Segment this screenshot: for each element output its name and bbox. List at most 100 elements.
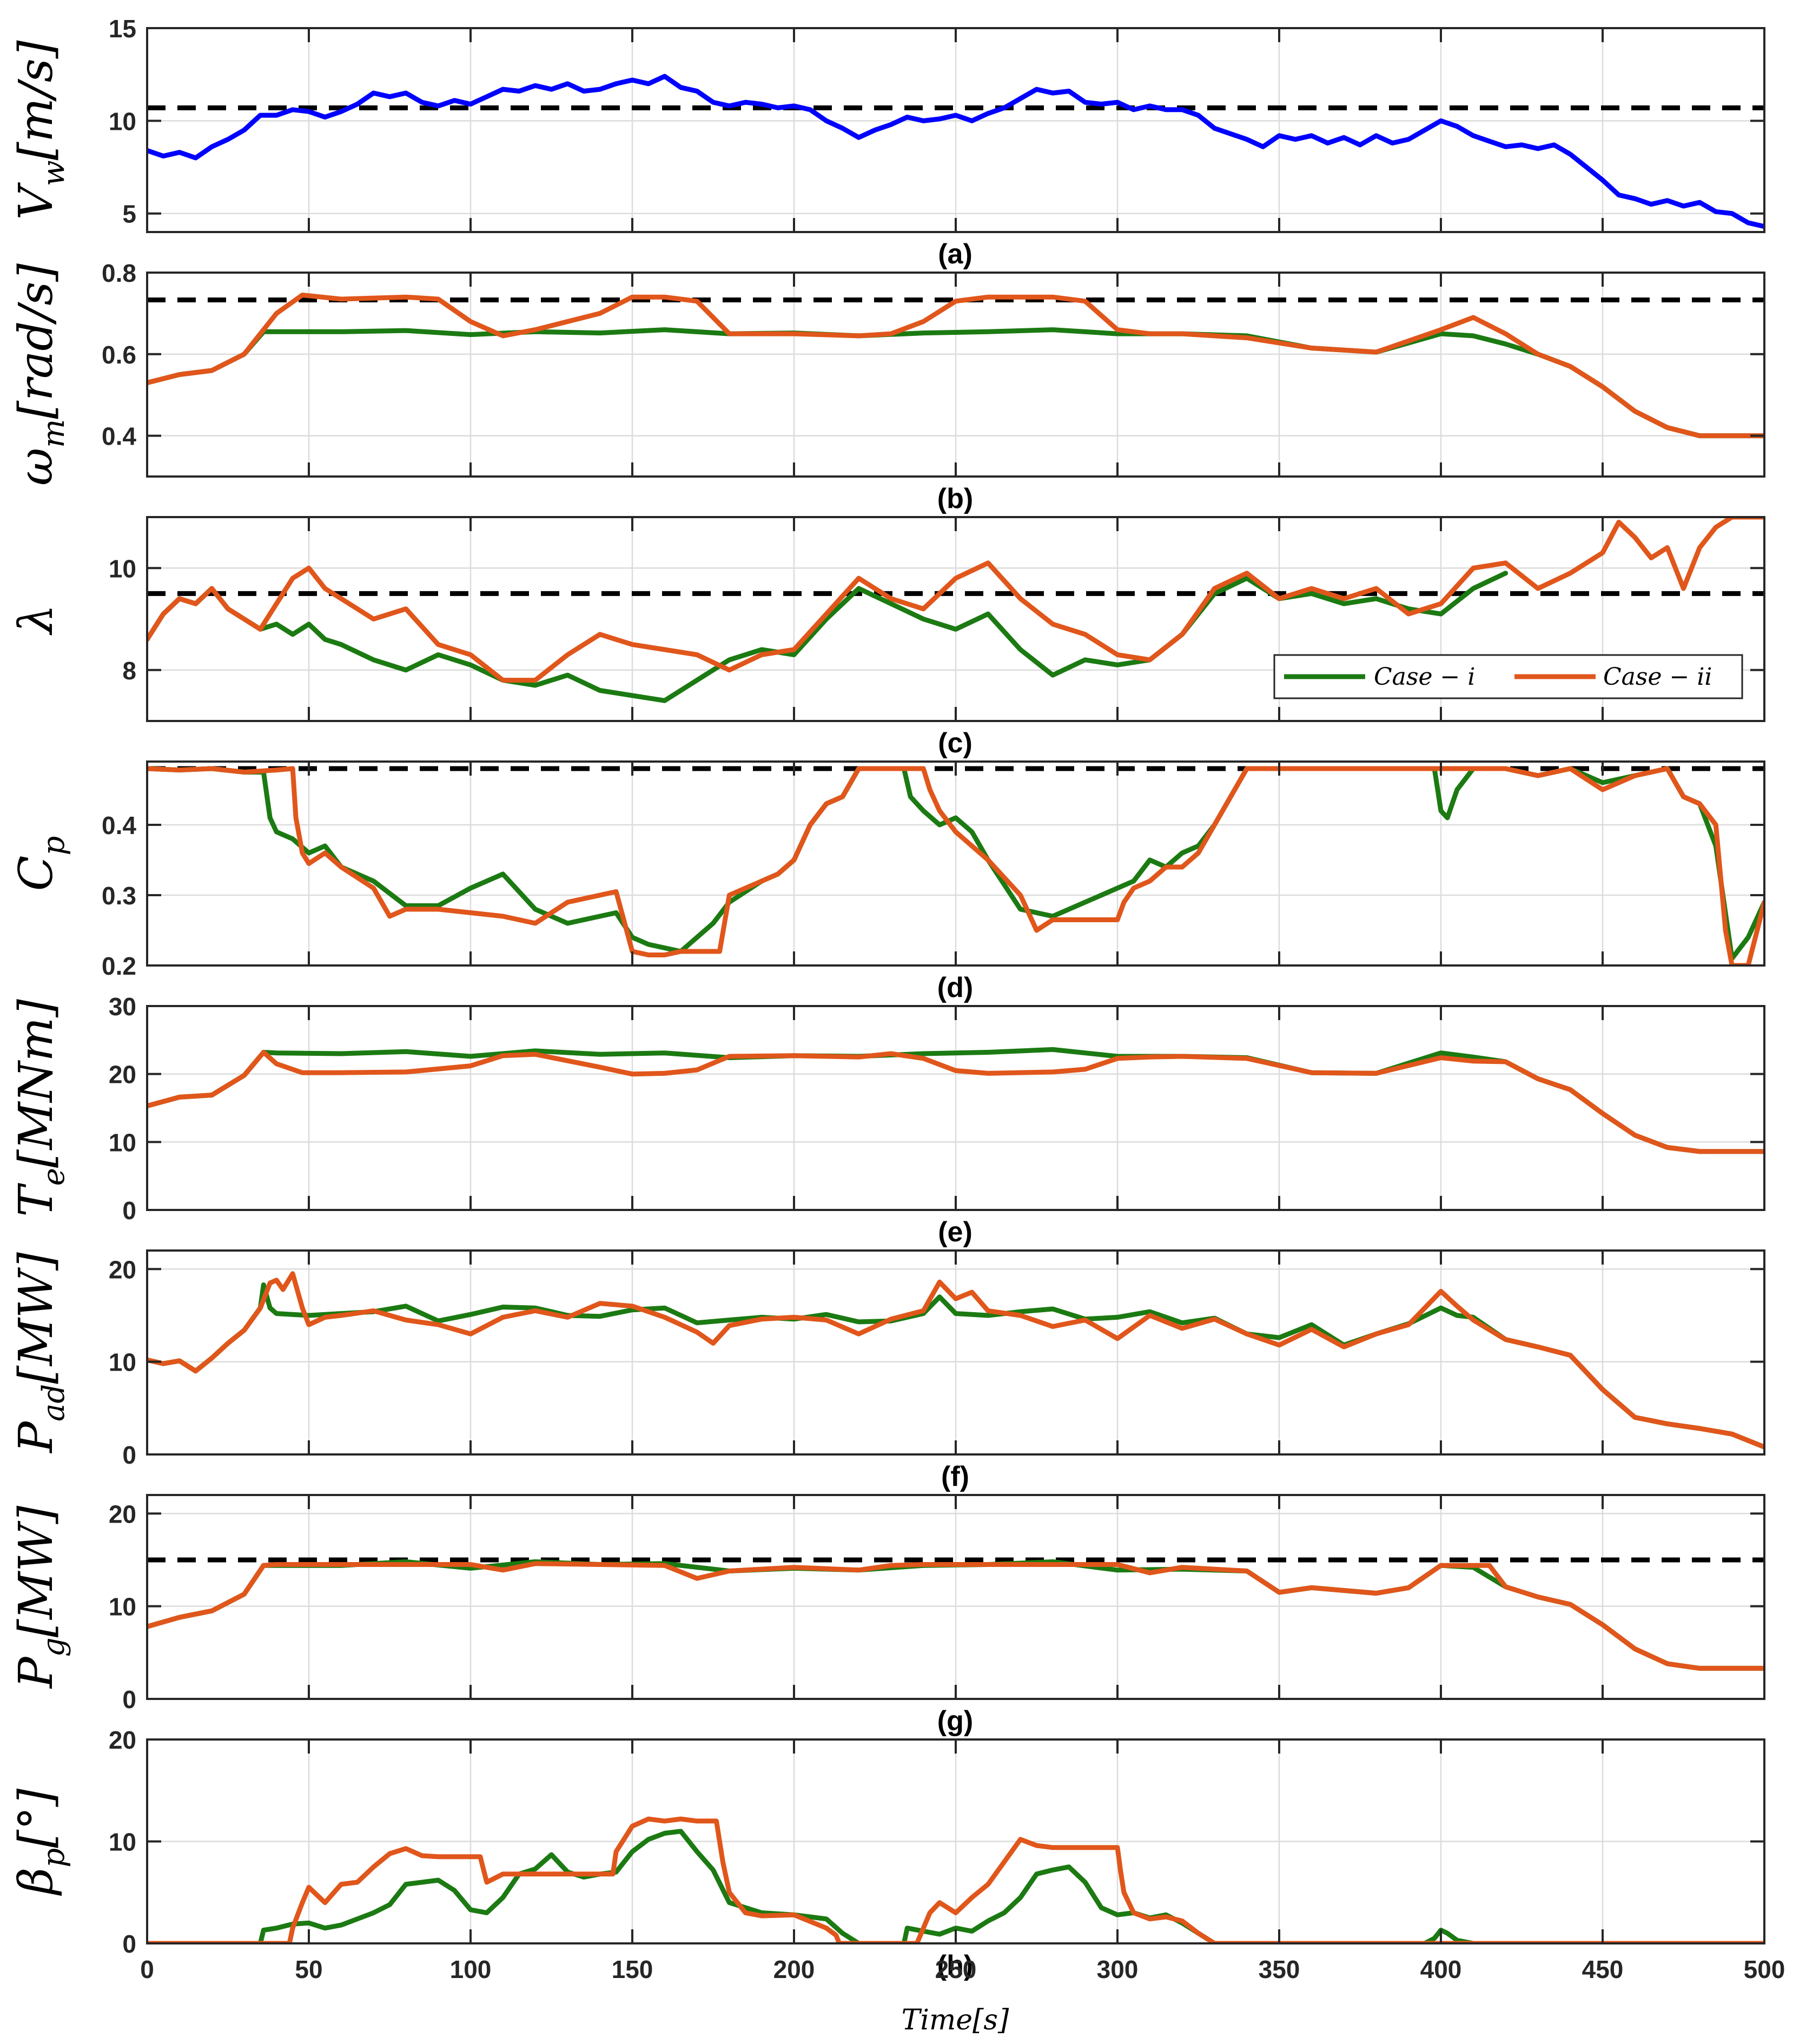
y-axis-label: Cp — [9, 836, 71, 891]
y-label-main: C — [9, 856, 63, 891]
x-tick-labels: 0 50 100 150 200 250 300 350 400 450 500 — [140, 1955, 1785, 1983]
y-tick-label: 10 — [109, 554, 136, 583]
ticks — [146, 762, 1765, 967]
plot-data — [147, 74, 1764, 229]
y-axis-label: βp[°] — [9, 1788, 71, 1896]
y-label-main: ω — [9, 448, 63, 486]
y-label-unit: [°] — [9, 1788, 63, 1848]
y-tick-label: 10 — [109, 107, 136, 135]
y-axis-label: ωm[rad/s] — [9, 263, 71, 486]
y-tick-label: 0 — [122, 1441, 136, 1469]
series-case-ii — [147, 517, 1764, 683]
x-axis-label: Time[s] — [902, 2004, 1009, 2036]
y-label-subscript: ad — [36, 1384, 71, 1421]
x-tick-label: 350 — [1259, 1955, 1300, 1983]
legend: Case − i Case − ii — [1273, 654, 1743, 699]
panel-g: 0 10 20 Pg[MW] (g) — [9, 1494, 1765, 1737]
y-label-subscript: e — [36, 1168, 71, 1186]
panel-c: 8 10 λ (c) — [9, 516, 1765, 759]
x-tick-label: 100 — [450, 1955, 492, 1983]
y-axis-label: Pg[MW] — [9, 1505, 71, 1689]
x-tick-label: 500 — [1744, 1955, 1785, 1983]
y-tick-label: 0.6 — [102, 341, 136, 369]
y-tick-label: 0 — [122, 1930, 136, 1958]
plot-data — [147, 766, 1764, 965]
legend-label-case-i: Case − i — [1374, 663, 1475, 691]
y-tick-label: 0.4 — [102, 811, 136, 839]
y-axis-label: Te[MNm] — [9, 999, 71, 1217]
panel-h: 0 10 20 βp[°] (h) — [9, 1726, 1765, 1981]
x-tick-label: 50 — [295, 1955, 322, 1983]
y-tick-label: 30 — [109, 993, 136, 1021]
ticks — [146, 1005, 1765, 1211]
ticks — [146, 1251, 1765, 1456]
plot-data — [147, 1047, 1764, 1154]
x-tick-label: 400 — [1420, 1955, 1462, 1983]
y-label-subscript: p — [36, 1848, 71, 1868]
panel-f: 0 10 20 Pad[MW] (f) — [9, 1249, 1765, 1492]
y-tick-label: 0 — [122, 1685, 136, 1714]
panel-sublabel: (h) — [937, 1950, 973, 1981]
y-tick-label: 0.3 — [102, 882, 136, 910]
panel-b: 0.4 0.6 0.8 ωm[rad/s] (b) — [9, 259, 1765, 514]
y-tick-label: 10 — [109, 1348, 136, 1377]
x-tick-label: 200 — [773, 1955, 815, 1983]
y-label-unit: [rad/s] — [9, 263, 63, 419]
y-label-unit: [m/s] — [9, 40, 63, 160]
series-case-i — [147, 571, 1509, 703]
ticks — [146, 1495, 1765, 1700]
series-case-ii — [147, 1816, 1764, 1943]
series-case-i — [147, 766, 1764, 961]
plot-data — [147, 517, 1764, 703]
series-case-ii — [147, 1561, 1764, 1671]
plot-data — [147, 1816, 1764, 1943]
y-label-main: λ — [9, 604, 63, 636]
series-case-ii — [147, 1050, 1764, 1154]
y-label-unit: [MNm] — [9, 999, 63, 1168]
x-tick-label: 250 — [935, 1955, 977, 1983]
y-label-subscript: g — [36, 1637, 71, 1657]
series-case-ii — [147, 766, 1764, 965]
panel-sublabel: (e) — [938, 1216, 973, 1248]
y-tick-label: 0.2 — [102, 952, 136, 980]
y-axis-label: Pad[MW] — [9, 1252, 71, 1454]
y-tick-label: 20 — [109, 1500, 136, 1528]
panel-sublabel: (g) — [937, 1705, 973, 1737]
ticks — [146, 1738, 1765, 1944]
ticks — [146, 27, 1765, 232]
series-case-ii — [147, 1271, 1764, 1450]
y-tick-label: 5 — [122, 200, 136, 228]
y-axis-label: λ — [9, 604, 63, 636]
y-label-subscript: m — [36, 419, 71, 448]
y-label-subscript: p — [36, 836, 71, 856]
y-tick-label: 20 — [109, 1255, 136, 1284]
panel-sublabel: (a) — [938, 239, 973, 270]
y-tick-label: 10 — [109, 1828, 136, 1856]
plot-data — [147, 293, 1764, 439]
y-tick-label: 0.8 — [102, 259, 136, 287]
y-label-main: β — [9, 1868, 63, 1896]
legend-label-case-ii: Case − ii — [1603, 663, 1712, 691]
y-axis-label: Vw[m/s] — [9, 40, 71, 220]
y-tick-label: 10 — [109, 1128, 136, 1156]
y-tick-label: 0.4 — [102, 422, 136, 451]
panel-sublabel: (c) — [938, 727, 973, 759]
y-label-subscript: w — [36, 160, 71, 186]
x-tick-label: 300 — [1097, 1955, 1139, 1983]
y-label-unit: [MW] — [9, 1252, 63, 1384]
x-tick-label: 0 — [140, 1955, 154, 1983]
y-label-main: V — [9, 182, 63, 220]
panel-d: 0.2 0.3 0.4 Cp (d) — [9, 760, 1765, 1003]
panel-a: 5 10 15 Vw[m/s] (a) — [9, 15, 1765, 270]
y-label-main: P — [9, 1656, 63, 1689]
y-tick-label: 0 — [122, 1196, 136, 1225]
series-wind — [147, 74, 1764, 229]
y-tick-label: 20 — [109, 1726, 136, 1754]
y-label-main: T — [9, 1183, 63, 1217]
y-label-main: P — [9, 1420, 63, 1454]
plot-data — [147, 1271, 1764, 1450]
y-tick-label: 15 — [109, 15, 136, 43]
series-case-ii — [147, 293, 1764, 439]
x-tick-label: 150 — [612, 1955, 653, 1983]
